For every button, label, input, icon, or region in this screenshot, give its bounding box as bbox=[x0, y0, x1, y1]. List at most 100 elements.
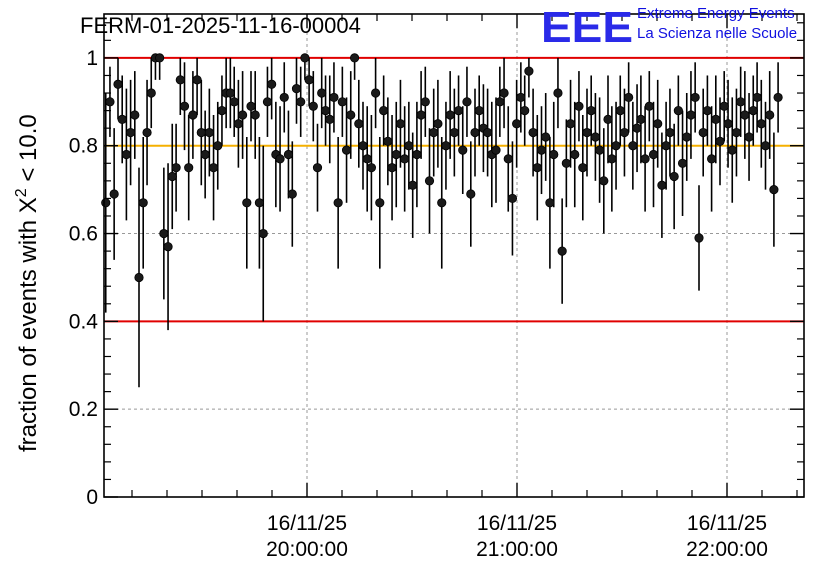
data-point bbox=[570, 149, 580, 160]
data-point bbox=[520, 106, 530, 116]
y-tick-label: 0.8 bbox=[69, 135, 98, 158]
data-point bbox=[317, 88, 327, 98]
data-point bbox=[325, 114, 335, 124]
data-point bbox=[628, 141, 638, 151]
data-point bbox=[217, 106, 227, 116]
data-point bbox=[694, 233, 704, 243]
data-point bbox=[171, 163, 181, 173]
data-point bbox=[594, 145, 605, 155]
data-point bbox=[349, 53, 360, 63]
data-point bbox=[474, 106, 484, 116]
data-point bbox=[204, 127, 214, 138]
x-tick-labels: 16/11/25 20:00:00 16/11/25 21:00:00 16/11/25… bbox=[266, 512, 768, 561]
plot-frame bbox=[103, 13, 805, 498]
data-point bbox=[275, 154, 285, 164]
x-tick-date: 16/11/25 bbox=[477, 512, 557, 535]
data-point bbox=[163, 242, 173, 252]
data-point bbox=[225, 88, 235, 98]
data-point bbox=[379, 106, 389, 116]
eee-logo: EEE Extreme Energy Events La Scienza nel… bbox=[541, 3, 797, 52]
data-point bbox=[466, 189, 476, 199]
data-point bbox=[213, 141, 223, 151]
data-point bbox=[142, 127, 152, 138]
data-point bbox=[400, 154, 410, 164]
data-point bbox=[113, 79, 123, 89]
data-point bbox=[320, 106, 331, 116]
data-point bbox=[258, 228, 268, 239]
data-point bbox=[354, 119, 364, 129]
data-point bbox=[744, 132, 754, 142]
data-point bbox=[524, 66, 534, 76]
data-point bbox=[549, 149, 559, 160]
data-point bbox=[346, 110, 356, 120]
data-point bbox=[155, 53, 165, 63]
data-point bbox=[624, 92, 634, 103]
y-tick-label: 0.4 bbox=[69, 310, 99, 333]
data-point bbox=[130, 110, 140, 120]
x-tick-time: 20:00:00 bbox=[266, 538, 348, 561]
data-point bbox=[582, 127, 592, 138]
data-point bbox=[412, 149, 422, 160]
data-point bbox=[458, 145, 468, 155]
x-tick-date: 16/11/25 bbox=[267, 512, 347, 535]
data-point bbox=[719, 101, 729, 111]
data-point bbox=[462, 97, 472, 107]
data-point bbox=[329, 92, 339, 103]
y-tick-label: 0.6 bbox=[69, 223, 98, 246]
data-point bbox=[445, 110, 455, 120]
data-point bbox=[590, 132, 601, 142]
data-point bbox=[200, 149, 210, 160]
data-point bbox=[208, 163, 219, 173]
data-point bbox=[437, 198, 447, 208]
data-point bbox=[453, 106, 464, 116]
data-point bbox=[727, 145, 737, 155]
data-point bbox=[279, 92, 289, 103]
data-point bbox=[283, 149, 294, 160]
data-point bbox=[408, 180, 418, 190]
data-point bbox=[146, 88, 156, 98]
data-point bbox=[507, 193, 518, 204]
data-point bbox=[246, 101, 256, 111]
data-point bbox=[300, 53, 310, 63]
data-point bbox=[682, 132, 692, 142]
data-point bbox=[105, 97, 115, 107]
eee-logo-mark: EEE bbox=[541, 3, 633, 52]
data-point bbox=[512, 119, 522, 129]
data-point bbox=[420, 97, 430, 107]
chart-title: FERM-01-2025-11-16-00004 bbox=[80, 13, 361, 38]
data-point bbox=[603, 114, 613, 124]
data-point bbox=[138, 198, 148, 208]
data-point bbox=[495, 97, 505, 107]
data-point bbox=[375, 198, 385, 208]
data-point bbox=[731, 127, 742, 138]
data-point bbox=[756, 119, 766, 129]
data-point bbox=[441, 141, 451, 151]
data-point bbox=[632, 123, 642, 133]
data-point bbox=[653, 119, 663, 129]
data-point bbox=[769, 185, 779, 195]
data-point bbox=[748, 106, 758, 116]
data-point bbox=[109, 189, 119, 199]
data-point bbox=[449, 127, 459, 138]
data-point bbox=[262, 97, 273, 107]
data-point bbox=[233, 119, 243, 129]
data-point bbox=[304, 75, 314, 85]
data-point bbox=[644, 101, 654, 111]
data-point bbox=[229, 97, 239, 107]
data-point bbox=[499, 88, 509, 98]
y-axis-label-suffix: < 10.0 bbox=[15, 114, 42, 188]
data-point bbox=[433, 119, 443, 129]
data-point bbox=[167, 171, 177, 182]
data-point bbox=[574, 101, 584, 111]
data-point bbox=[636, 114, 646, 124]
data-point bbox=[196, 127, 206, 138]
data-point bbox=[578, 163, 588, 173]
data-point bbox=[192, 75, 202, 85]
data-point bbox=[561, 158, 571, 168]
data-point bbox=[586, 106, 596, 116]
x-tick-date: 16/11/25 bbox=[687, 512, 767, 535]
y-tick-label: 1 bbox=[86, 47, 98, 70]
x-tick-time: 22:00:00 bbox=[686, 538, 768, 561]
data-point bbox=[101, 198, 111, 208]
data-point bbox=[491, 145, 501, 155]
